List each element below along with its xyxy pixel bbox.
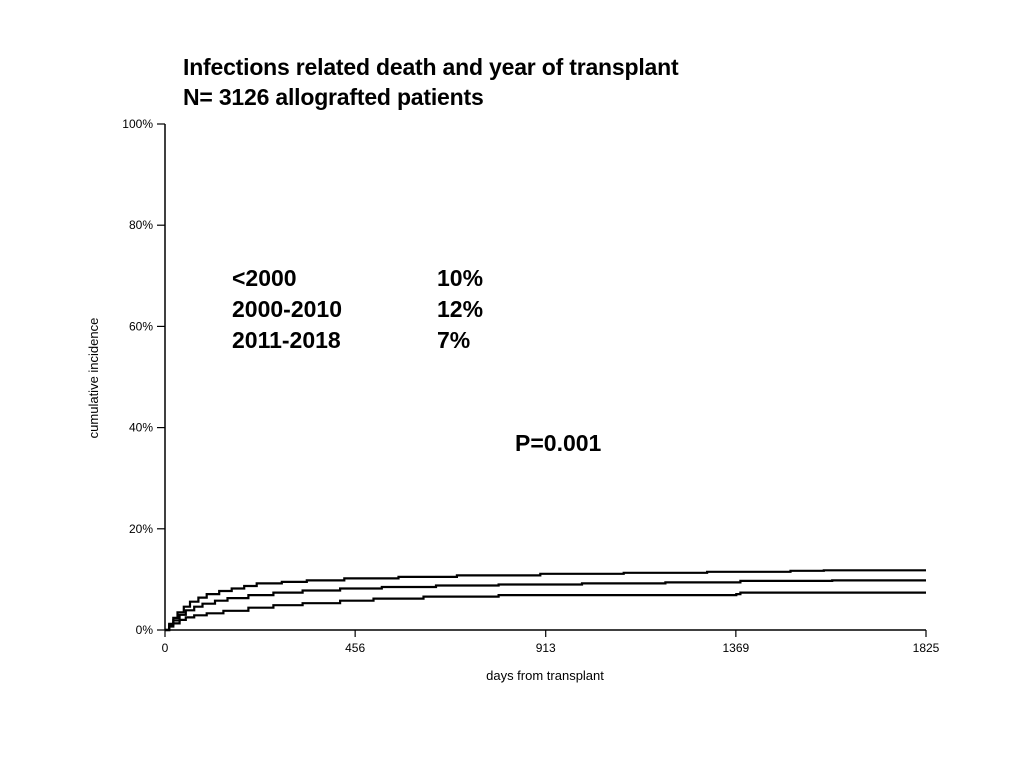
axes xyxy=(164,124,926,631)
legend-value: 12% xyxy=(437,296,484,322)
x-tick-label: 913 xyxy=(536,641,556,655)
legend-value: 7% xyxy=(437,327,471,353)
series-line-1 xyxy=(165,569,926,632)
x-tick-label: 1369 xyxy=(723,641,750,655)
y-tick-label: 100% xyxy=(122,117,153,131)
y-tick-label: 80% xyxy=(129,218,153,232)
legend-row: 2000-2010 12% xyxy=(232,294,483,325)
legend: <2000 10% 2000-2010 12% 2011-2018 7% xyxy=(232,263,483,356)
y-tick-label: 40% xyxy=(129,421,153,435)
x-tick-label: 456 xyxy=(345,641,365,655)
legend-label: 2000-2010 xyxy=(232,296,342,322)
x-ticks: 0 456 913 1369 1825 xyxy=(162,630,940,655)
p-value-annotation: P=0.001 xyxy=(515,430,602,456)
chart-title-line1: Infections related death and year of tra… xyxy=(183,54,679,80)
legend-row: 2011-2018 7% xyxy=(232,325,483,356)
y-ticks: 0% 20% 40% 60% 80% 100% xyxy=(122,117,165,637)
chart-title: Infections related death and year of tra… xyxy=(183,52,679,112)
legend-value: 10% xyxy=(437,265,484,291)
series-line-3 xyxy=(165,591,926,632)
y-axis-title: cumulative incidence xyxy=(86,318,101,439)
legend-label: 2011-2018 xyxy=(232,327,341,353)
y-tick-label: 60% xyxy=(129,319,153,333)
series-line-2 xyxy=(165,579,926,632)
series-group xyxy=(165,569,926,632)
y-tick-label: 20% xyxy=(129,522,153,536)
legend-row: <2000 10% xyxy=(232,263,483,294)
y-tick-label: 0% xyxy=(136,623,154,637)
x-axis-title: days from transplant xyxy=(486,668,604,683)
x-tick-label: 1825 xyxy=(913,641,940,655)
legend-label: <2000 xyxy=(232,265,297,291)
x-tick-label: 0 xyxy=(162,641,169,655)
chart-subtitle: N= 3126 allografted patients xyxy=(183,84,484,110)
